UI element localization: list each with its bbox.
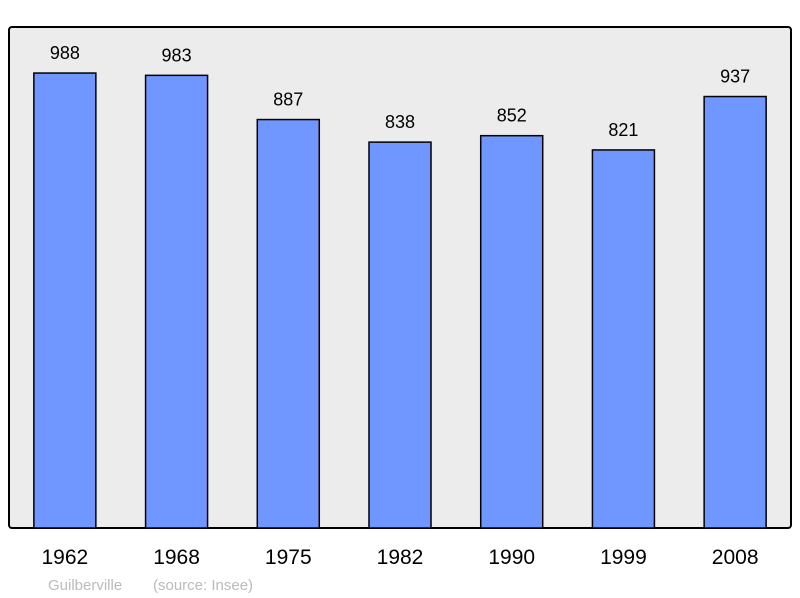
x-tick-1990: 1990 (488, 546, 535, 569)
x-tick-1999: 1999 (600, 546, 647, 569)
data-label-1982: 838 (385, 112, 415, 132)
x-tick-1968: 1968 (153, 546, 200, 569)
x-tick-1982: 1982 (377, 546, 424, 569)
bar-1999 (591, 149, 656, 529)
x-tick-1962: 1962 (41, 546, 88, 569)
bar-2008 (703, 95, 767, 529)
data-label-1962: 988 (50, 43, 80, 63)
data-label-1999: 821 (608, 120, 638, 140)
bar-1975 (256, 118, 321, 529)
x-tick-2008: 2008 (712, 546, 759, 569)
bar-1982 (368, 141, 432, 529)
data-label-1968: 983 (162, 45, 192, 65)
bar-1990 (479, 134, 544, 529)
data-label-1990: 852 (497, 106, 527, 126)
data-label-1975: 887 (273, 90, 303, 110)
footer-place: Guilberville (48, 577, 122, 594)
data-label-2008: 937 (720, 67, 750, 87)
footer-source: (source: Insee) (153, 577, 253, 594)
bar-1968 (144, 74, 209, 529)
bar-1962 (33, 72, 97, 529)
x-tick-1975: 1975 (265, 546, 312, 569)
